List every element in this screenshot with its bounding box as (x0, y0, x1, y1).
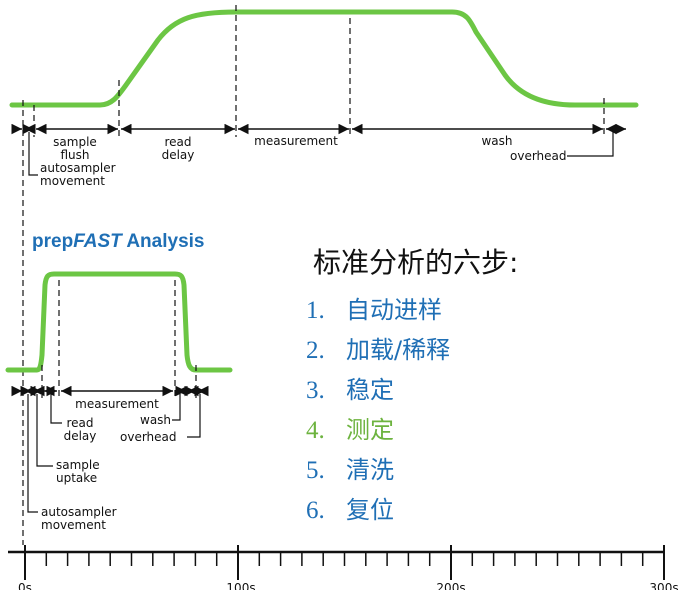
standard-signal-curve (9, 9, 639, 108)
label-sample-flush-1: sample (53, 135, 97, 149)
step-text: 复位 (346, 496, 394, 524)
time-label-200: 200s (436, 581, 465, 590)
prepfast-title: prepFAST Analysis (32, 231, 204, 252)
label-measurement-top: measurement (254, 134, 338, 148)
prepfast-signal-curve (5, 271, 233, 373)
label-autosampler-bottom-1: autosampler (41, 505, 117, 519)
label-read-delay-2: delay (162, 148, 195, 162)
step-text: 清洗 (346, 456, 394, 484)
label-read-bottom-1: read (66, 416, 93, 430)
label-wash-bottom: wash (140, 413, 171, 427)
label-sample-uptake-1: sample (56, 458, 100, 472)
sample-uptake-leader (36, 394, 53, 467)
step-number: 4. (306, 417, 325, 444)
step-text: 稳定 (346, 376, 394, 404)
time-label-0: 0s (18, 581, 32, 590)
steps-list: 1. 自动进样 2. 加载/稀释 3. 稳定 4. 测定 5. 清洗 6. 复位 (306, 296, 450, 524)
step-number: 5. (306, 457, 325, 484)
autosampler-top-leader (28, 132, 38, 176)
label-autosampler-top-1: autosampler (40, 161, 116, 175)
step-number: 1. (306, 297, 325, 324)
time-axis: 0s 100s 200s 300s (8, 545, 679, 590)
label-overhead-top: overhead (510, 149, 567, 163)
time-label-100: 100s (226, 581, 255, 590)
overhead-bottom-leader (187, 394, 201, 438)
step-text: 测定 (346, 416, 394, 444)
label-sample-flush-2: flush (60, 148, 89, 162)
top-phase-dividers (33, 5, 605, 137)
time-label-300: 300s (649, 581, 678, 590)
label-read-delay-1: read (164, 135, 191, 149)
time-axis-ticks (24, 545, 665, 580)
overhead-top-leader (567, 132, 614, 157)
step-text: 加载/稀释 (346, 336, 450, 364)
label-wash-top: wash (481, 134, 512, 148)
bottom-phase-dividers (41, 280, 197, 398)
label-autosampler-bottom-2: movement (41, 518, 106, 532)
step-number: 2. (306, 337, 325, 364)
read-delay-leader (50, 394, 62, 424)
label-read-bottom-2: delay (64, 429, 97, 443)
label-autosampler-top-2: movement (40, 174, 105, 188)
wash-leader (172, 394, 181, 421)
steps-title: 标准分析的六步: (313, 246, 518, 279)
step-number: 6. (306, 497, 325, 524)
step-number: 3. (306, 377, 325, 404)
label-overhead-bottom: overhead (120, 430, 177, 444)
label-measurement-bottom: measurement (75, 397, 159, 411)
step-text: 自动进样 (346, 296, 442, 324)
label-sample-uptake-2: uptake (56, 471, 97, 485)
autosampler-bottom-leader (27, 394, 38, 513)
